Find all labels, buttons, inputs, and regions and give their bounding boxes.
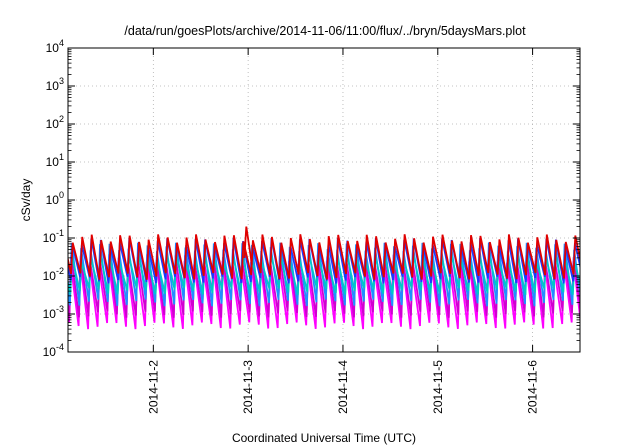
- plot-area: [68, 226, 580, 330]
- y-axis: 10-4 10-3 10-2 10-1 100 101 102 103 104: [43, 38, 580, 359]
- x-tick-label: 2014-11-3: [241, 360, 255, 414]
- x-tick-label: 2014-11-6: [526, 360, 540, 414]
- x-tick-label: 2014-11-2: [146, 360, 160, 414]
- x-axis: 2014-11-2 2014-11-3 2014-11-4 2014-11-5 2014…: [146, 48, 540, 414]
- x-axis-label: Coordinated Universal Time (UTC): [232, 431, 416, 445]
- y-tick-label: 102: [46, 114, 64, 131]
- spike-line: [243, 226, 253, 265]
- chart-title: /data/run/goesPlots/archive/2014-11-06/1…: [124, 24, 526, 38]
- y-tick-label: 10-4: [43, 342, 64, 359]
- y-tick-label: 10-1: [43, 228, 64, 245]
- x-tick-label: 2014-11-4: [336, 360, 350, 414]
- y-tick-label: 10-3: [43, 304, 64, 321]
- series-line: [68, 234, 580, 280]
- y-tick-label: 101: [46, 152, 64, 169]
- y-tick-label: 104: [46, 38, 64, 55]
- y-tick-label: 10-2: [43, 266, 64, 283]
- y-tick-label: 103: [46, 76, 64, 93]
- y-axis-label: cSv/day: [19, 179, 33, 222]
- y-tick-label: 100: [46, 190, 64, 207]
- x-tick-label: 2014-11-5: [431, 360, 445, 414]
